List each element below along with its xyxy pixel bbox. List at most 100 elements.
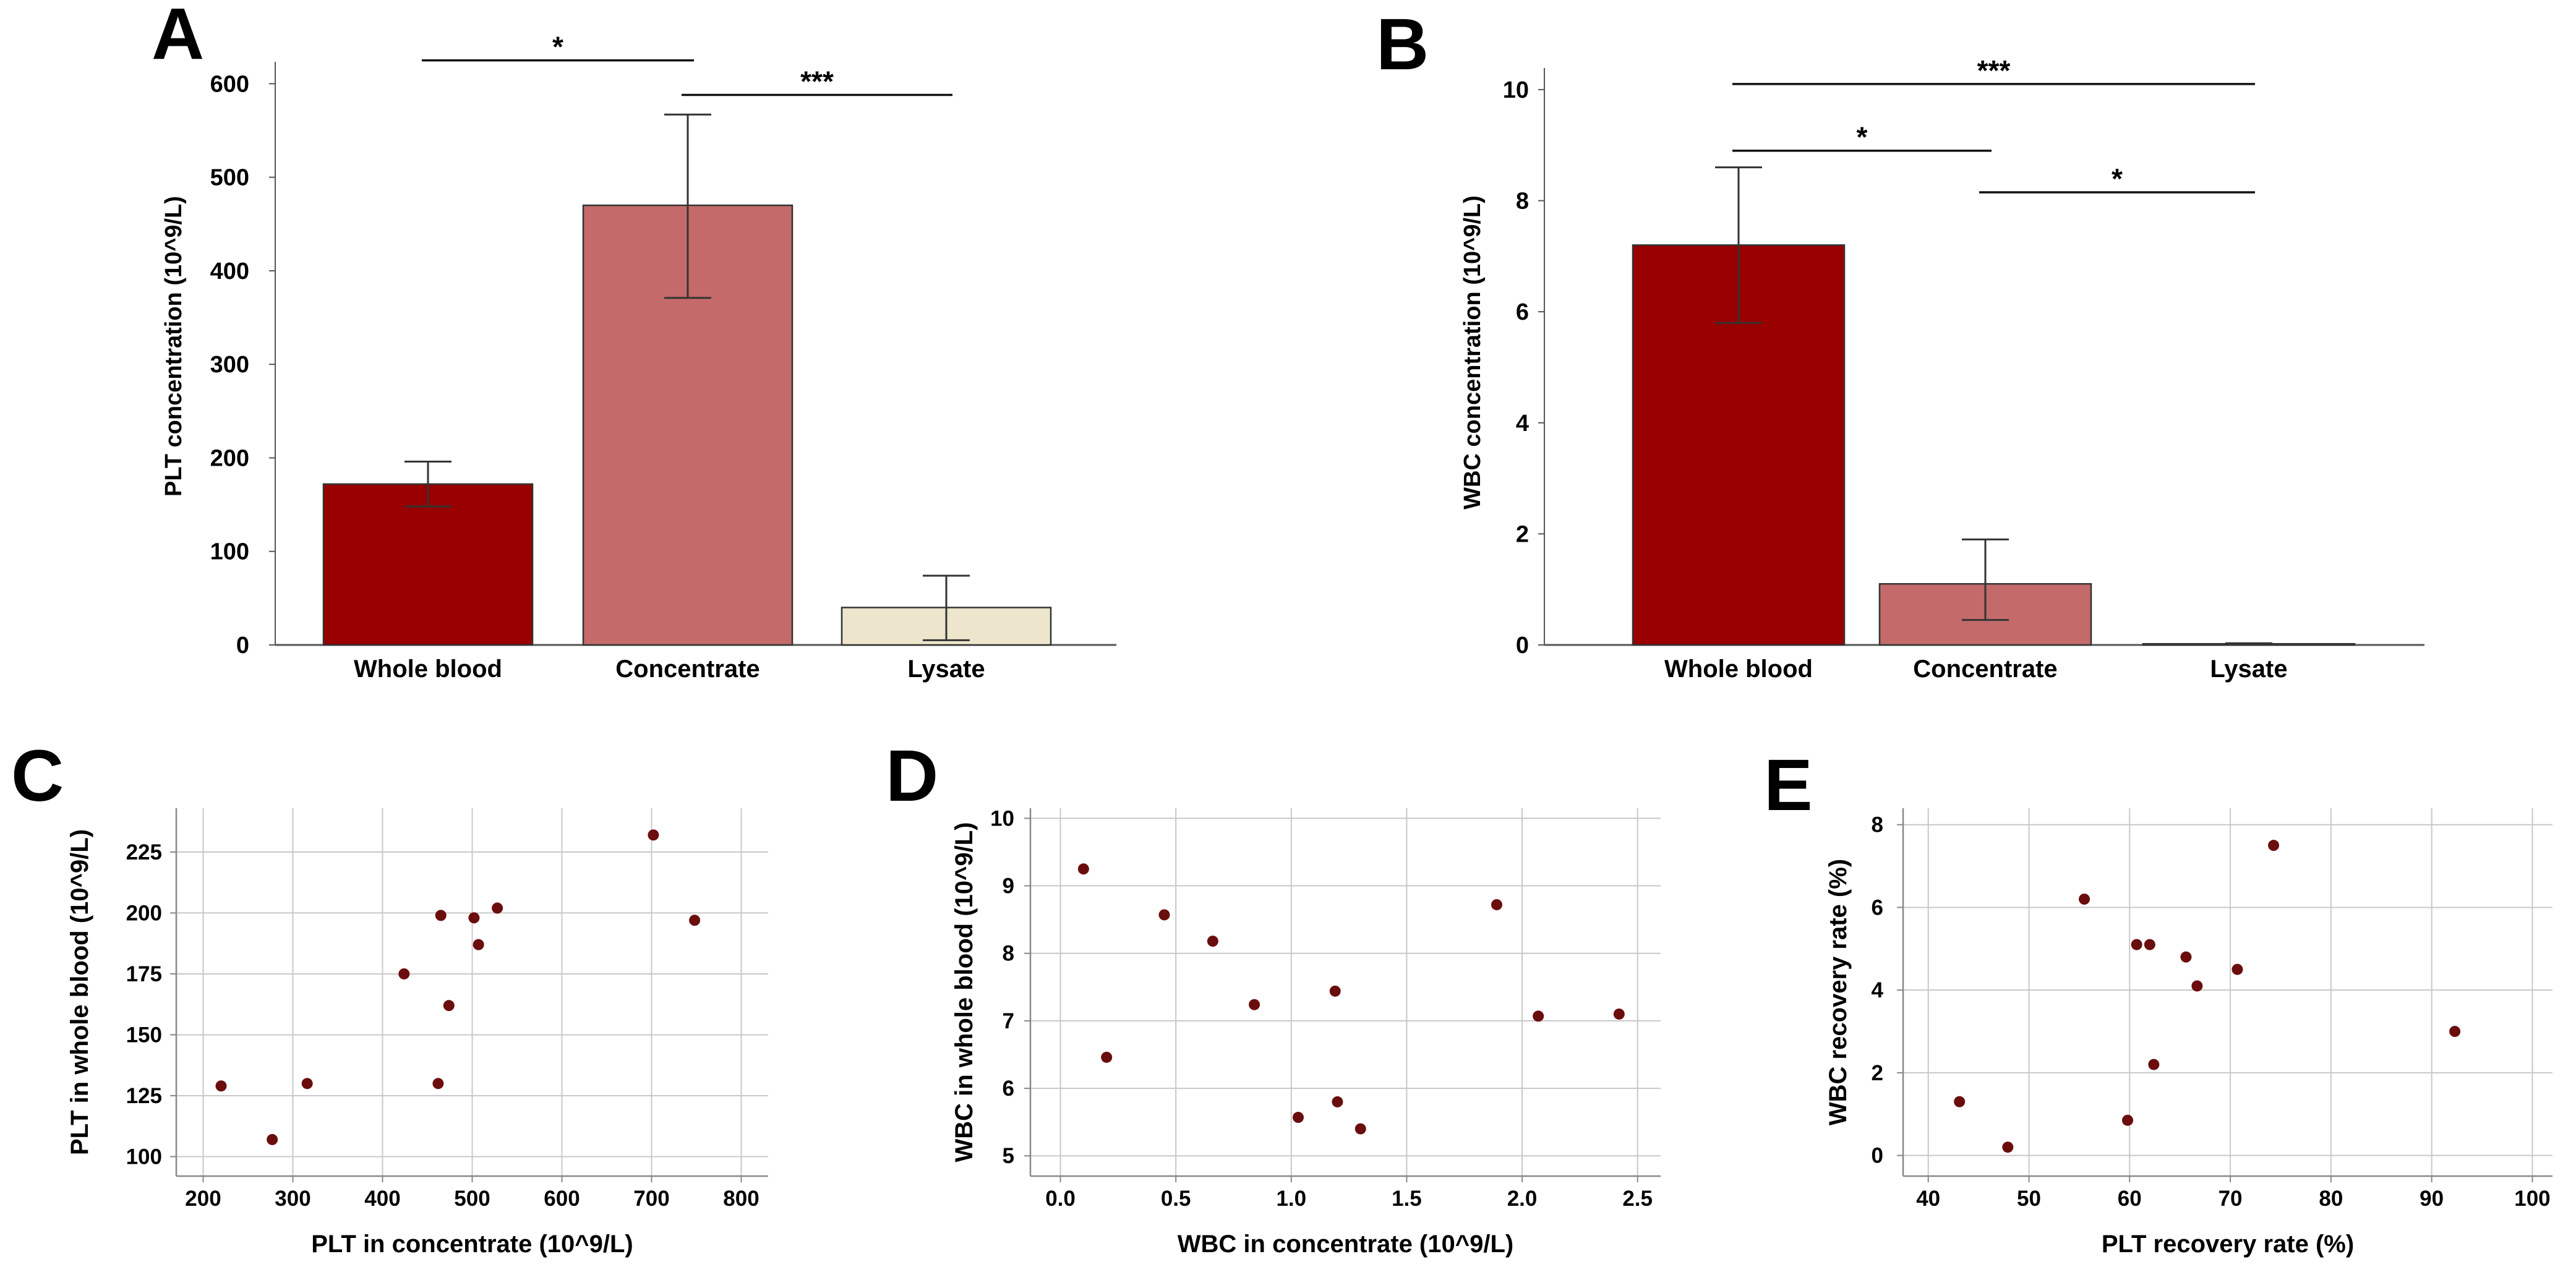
- panel-e-scatter-plot: E 40 50 60 70 80 90 100 0 2 4 6 8 PLT recovery rate …: [1764, 744, 2552, 1258]
- data-point: [1954, 1096, 1966, 1107]
- data-point: [2268, 840, 2280, 851]
- x-category-label: Concentrate: [1913, 655, 2057, 683]
- y-tick-label: 9: [1003, 874, 1014, 898]
- x-tick-label: 0.0: [1045, 1187, 1076, 1211]
- data-point: [2148, 1059, 2160, 1070]
- y-axis-label: WBC recovery rate (%): [1825, 859, 1852, 1125]
- y-tick-label: 225: [126, 840, 162, 864]
- data-point: [1491, 899, 1502, 911]
- panel-a-letter: A: [152, 0, 204, 75]
- data-point: [398, 968, 410, 979]
- data-point: [1292, 1112, 1304, 1124]
- x-axis-label: WBC in concentrate (10^9/L): [1178, 1231, 1513, 1258]
- x-tick-label: 50: [2017, 1187, 2041, 1211]
- y-tick-label: 6: [1516, 299, 1529, 325]
- x-tick-label: 200: [185, 1187, 221, 1211]
- x-tick-label: 700: [633, 1187, 669, 1211]
- y-tick-label: 8: [1516, 189, 1529, 215]
- x-tick-label: 1.5: [1392, 1187, 1422, 1211]
- significance-label: ***: [800, 66, 834, 98]
- x-category-label: Whole blood: [1664, 655, 1813, 683]
- data-point: [2449, 1026, 2461, 1038]
- y-tick-label: 500: [210, 165, 249, 191]
- panel-b-letter: B: [1376, 4, 1429, 85]
- x-tick-label: 70: [2219, 1187, 2243, 1211]
- x-tick-label: 1.0: [1276, 1187, 1306, 1211]
- y-tick-label: 200: [210, 445, 249, 471]
- significance-label: *: [552, 31, 563, 63]
- data-point: [1249, 999, 1260, 1010]
- y-tick-label: 8: [1003, 942, 1014, 966]
- panel-d-scatter-plot: D 0.0 0.5 1.0 1.5 2.0 2.5 5 6 7 8 9 10 WBC in concen…: [886, 735, 1661, 1258]
- y-tick-label: 4: [1516, 411, 1529, 437]
- x-tick-label: 80: [2319, 1187, 2343, 1211]
- y-tick-label: 175: [126, 962, 162, 986]
- data-point: [2002, 1141, 2014, 1153]
- y-tick-label: 6: [1003, 1077, 1014, 1101]
- data-point: [1329, 985, 1341, 997]
- x-tick-label: 300: [275, 1187, 310, 1211]
- panel-e-letter: E: [1764, 744, 1813, 826]
- data-point: [2079, 894, 2090, 905]
- data-point: [648, 829, 659, 841]
- x-tick-label: 600: [544, 1187, 580, 1211]
- y-tick-label: 10: [1503, 77, 1529, 103]
- y-tick-label: 4: [1872, 978, 1884, 1002]
- y-axis-label: WBC concentration (10^9/L): [1460, 195, 1486, 510]
- data-point: [1332, 1096, 1343, 1107]
- data-point: [689, 915, 701, 926]
- data-point: [443, 1000, 455, 1012]
- y-tick-label: 150: [126, 1023, 162, 1047]
- y-axis-label: PLT in whole blood (10^9/L): [66, 829, 93, 1155]
- x-axis-label: PLT recovery rate (%): [2102, 1231, 2354, 1258]
- data-point: [2191, 980, 2203, 992]
- x-tick-label: 400: [364, 1187, 400, 1211]
- y-tick-label: 100: [126, 1145, 162, 1169]
- data-point: [267, 1133, 278, 1145]
- y-axis-label: PLT concentration (10^9/L): [161, 196, 187, 497]
- significance-label: ***: [1977, 54, 2011, 87]
- y-tick-label: 600: [210, 71, 249, 97]
- significance-label: *: [2112, 163, 2123, 195]
- data-point: [2131, 939, 2142, 950]
- y-tick-label: 300: [210, 352, 249, 378]
- x-tick-label: 60: [2118, 1187, 2142, 1211]
- data-point: [1613, 1008, 1625, 1020]
- x-tick-label: 40: [1916, 1187, 1940, 1211]
- bar: [322, 483, 534, 646]
- data-point: [2232, 963, 2243, 975]
- data-point: [492, 902, 503, 914]
- x-tick-label: 500: [454, 1187, 490, 1211]
- y-tick-label: 8: [1872, 813, 1883, 837]
- y-tick-label: 2: [1872, 1061, 1883, 1085]
- data-point: [1077, 863, 1089, 875]
- y-tick-label: 2: [1516, 521, 1529, 547]
- data-point: [473, 939, 484, 950]
- data-point: [2122, 1114, 2134, 1126]
- y-tick-label: 0: [1516, 633, 1529, 659]
- x-tick-label: 100: [2514, 1187, 2550, 1211]
- data-point: [215, 1080, 227, 1092]
- data-point: [1207, 936, 1218, 947]
- data-point: [1354, 1123, 1366, 1135]
- data-point: [1533, 1010, 1544, 1022]
- x-tick-label: 2.5: [1622, 1187, 1653, 1211]
- x-category-label: Lysate: [907, 655, 985, 683]
- data-point: [1101, 1051, 1113, 1063]
- x-category-label: Lysate: [2210, 655, 2287, 683]
- y-tick-label: 0: [1872, 1144, 1883, 1168]
- panel-c-letter: C: [11, 735, 64, 817]
- x-category-label: Whole blood: [354, 655, 502, 683]
- y-tick-label: 400: [210, 258, 249, 284]
- data-point: [301, 1078, 313, 1090]
- y-tick-label: 0: [236, 633, 249, 659]
- data-point: [1158, 909, 1170, 921]
- panel-c-scatter-plot: C 200 300 400 500 600 700 800 100 125 150 175 200 22…: [11, 735, 768, 1258]
- significance-label: *: [1857, 121, 1868, 153]
- x-tick-label: 800: [723, 1187, 759, 1211]
- data-point: [435, 910, 447, 921]
- panel-d-letter: D: [886, 735, 938, 817]
- data-point: [2144, 939, 2155, 950]
